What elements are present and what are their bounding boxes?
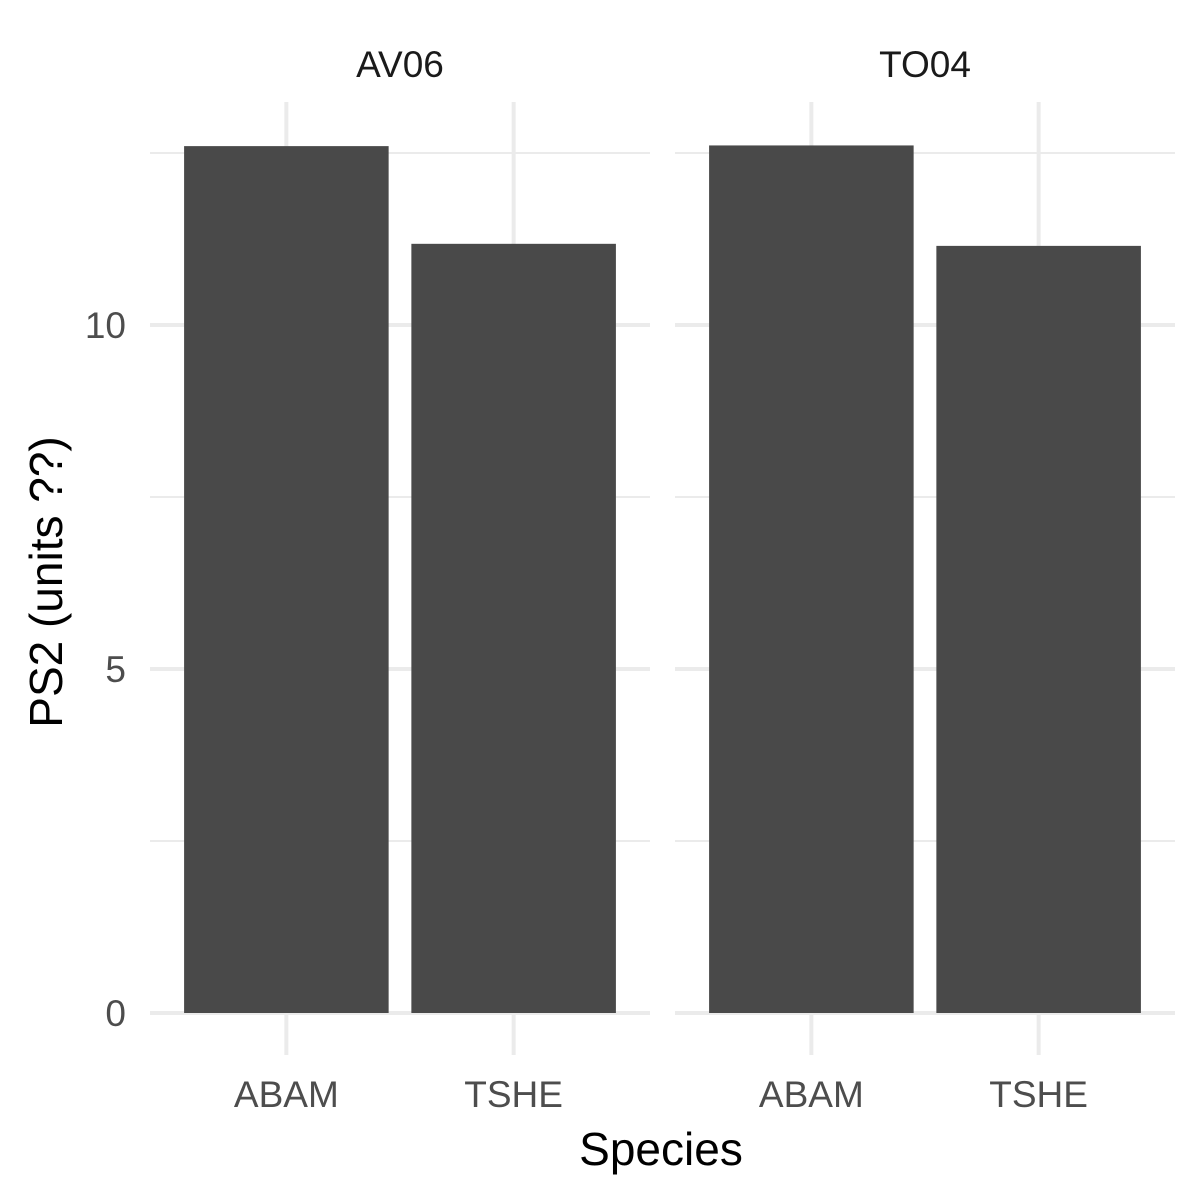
bar-to04-tshe: [936, 245, 1141, 1013]
x-axis-title: Species: [579, 1123, 743, 1175]
y-tick-label: 5: [105, 649, 126, 690]
bar-av06-tshe: [411, 243, 616, 1014]
facet-strip-label: AV06: [356, 44, 444, 85]
y-tick-label: 0: [105, 993, 126, 1034]
y-axis-title: PS2 (units ??): [20, 436, 72, 727]
x-tick-label: ABAM: [759, 1074, 864, 1115]
label-layer: AV06 ABAM TSHE TO04 ABAM TSHE 0 5 10: [85, 44, 1088, 1115]
x-tick-label: TSHE: [989, 1074, 1088, 1115]
bar-av06-abam: [184, 146, 389, 1013]
facet-strip-label: TO04: [879, 44, 971, 85]
x-tick-label: ABAM: [234, 1074, 339, 1115]
x-tick-label: TSHE: [464, 1074, 563, 1115]
bar-to04-abam: [709, 145, 914, 1013]
bar-layer: [184, 145, 1141, 1014]
y-tick-label: 10: [85, 305, 126, 346]
